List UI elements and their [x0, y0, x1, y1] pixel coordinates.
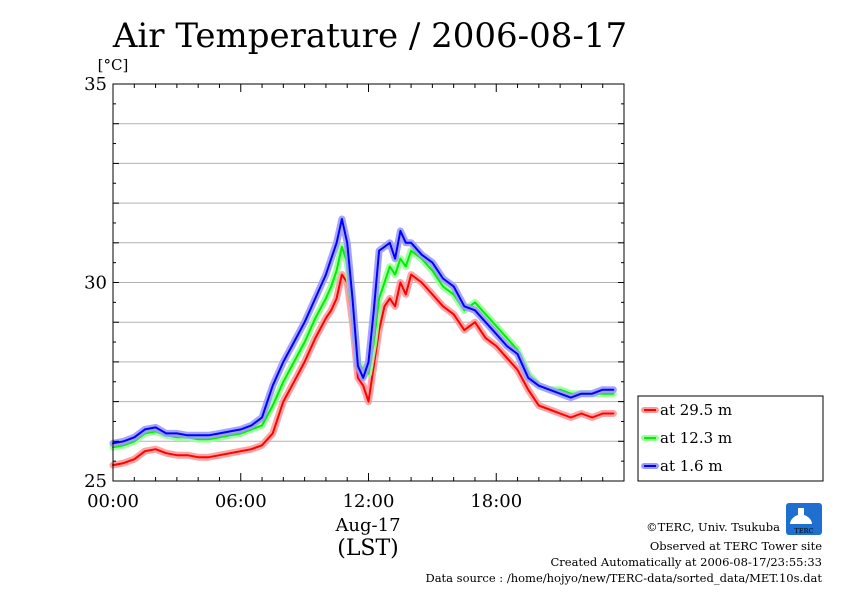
axis-ticks [112, 83, 625, 482]
series-line [112, 273, 615, 467]
y-axis-unit-label: [°C] [98, 56, 129, 74]
x-tick-label: 00:00 [87, 491, 139, 512]
y-tick-label: 35 [84, 74, 107, 95]
chart-title: Air Temperature / 2006-08-17 [112, 16, 627, 56]
horizontal-gridlines [113, 123, 624, 442]
credit-copyright: ©TERC, Univ. Tsukuba [646, 520, 780, 534]
legend-box [637, 395, 824, 482]
x-axis-timezone-label: (LST) [337, 536, 399, 561]
series-halo [109, 215, 617, 447]
y-tick-label: 25 [84, 471, 107, 492]
legend-label: at 12.3 m [660, 429, 732, 447]
credit-source: Data source : /home/hojyo/new/TERC-data/… [425, 571, 822, 585]
credits: ©TERC, Univ. Tsukuba Observed at TERC To… [425, 520, 822, 585]
logo-text: TERC [795, 527, 814, 535]
legend: at 29.5 m at 12.3 m at 1.6 m [637, 395, 824, 482]
terc-logo: TERC [786, 503, 822, 535]
series-halo [109, 243, 617, 451]
y-tick-label: 30 [84, 273, 107, 294]
series-line [112, 245, 615, 449]
tower-icon [790, 508, 812, 524]
series-line [112, 218, 615, 445]
x-tick-label: 18:00 [470, 491, 522, 512]
x-tick-label: 12:00 [343, 491, 395, 512]
legend-label: at 1.6 m [660, 457, 723, 475]
series-layer [109, 215, 617, 469]
legend-entries: at 29.5 m at 12.3 m at 1.6 m [641, 401, 732, 475]
x-tick-label: 06:00 [215, 491, 267, 512]
legend-label: at 29.5 m [660, 401, 732, 419]
x-axis-date-label: Aug-17 [334, 515, 400, 536]
credit-created: Created Automatically at 2006-08-17/23:5… [551, 555, 823, 569]
credit-observed: Observed at TERC Tower site [650, 539, 822, 553]
